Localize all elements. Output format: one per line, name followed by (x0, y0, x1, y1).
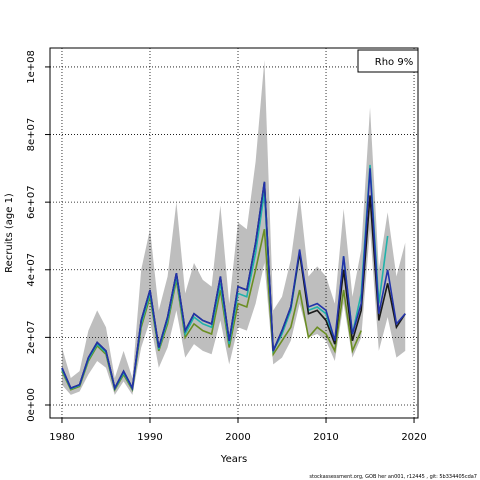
x-tick-label: 2000 (225, 432, 250, 443)
plot-frame (49, 47, 419, 419)
x-axis-title: Years (220, 454, 247, 465)
series-line (61, 168, 406, 391)
x-tick-label: 2020 (401, 432, 426, 443)
legend-text: Rho 9% (375, 57, 413, 68)
y-tick-label: 0e+00 (26, 388, 37, 422)
y-tick-label: 6e+07 (26, 185, 37, 219)
confidence-band (61, 60, 406, 395)
y-tick-label: 2e+07 (26, 321, 37, 355)
y-tick-label: 8e+07 (26, 118, 37, 152)
y-tick-label: 4e+07 (26, 253, 37, 287)
footnote: stockassessment.org, GOB her an001, r124… (309, 474, 477, 480)
x-tick-label: 2010 (313, 432, 338, 443)
y-tick-label: 1e+08 (26, 50, 37, 84)
y-axis-title: Recruits (age 1) (4, 193, 15, 273)
x-tick-label: 1980 (49, 432, 74, 443)
x-tick-label: 1990 (137, 432, 162, 443)
legend-box (357, 49, 419, 73)
